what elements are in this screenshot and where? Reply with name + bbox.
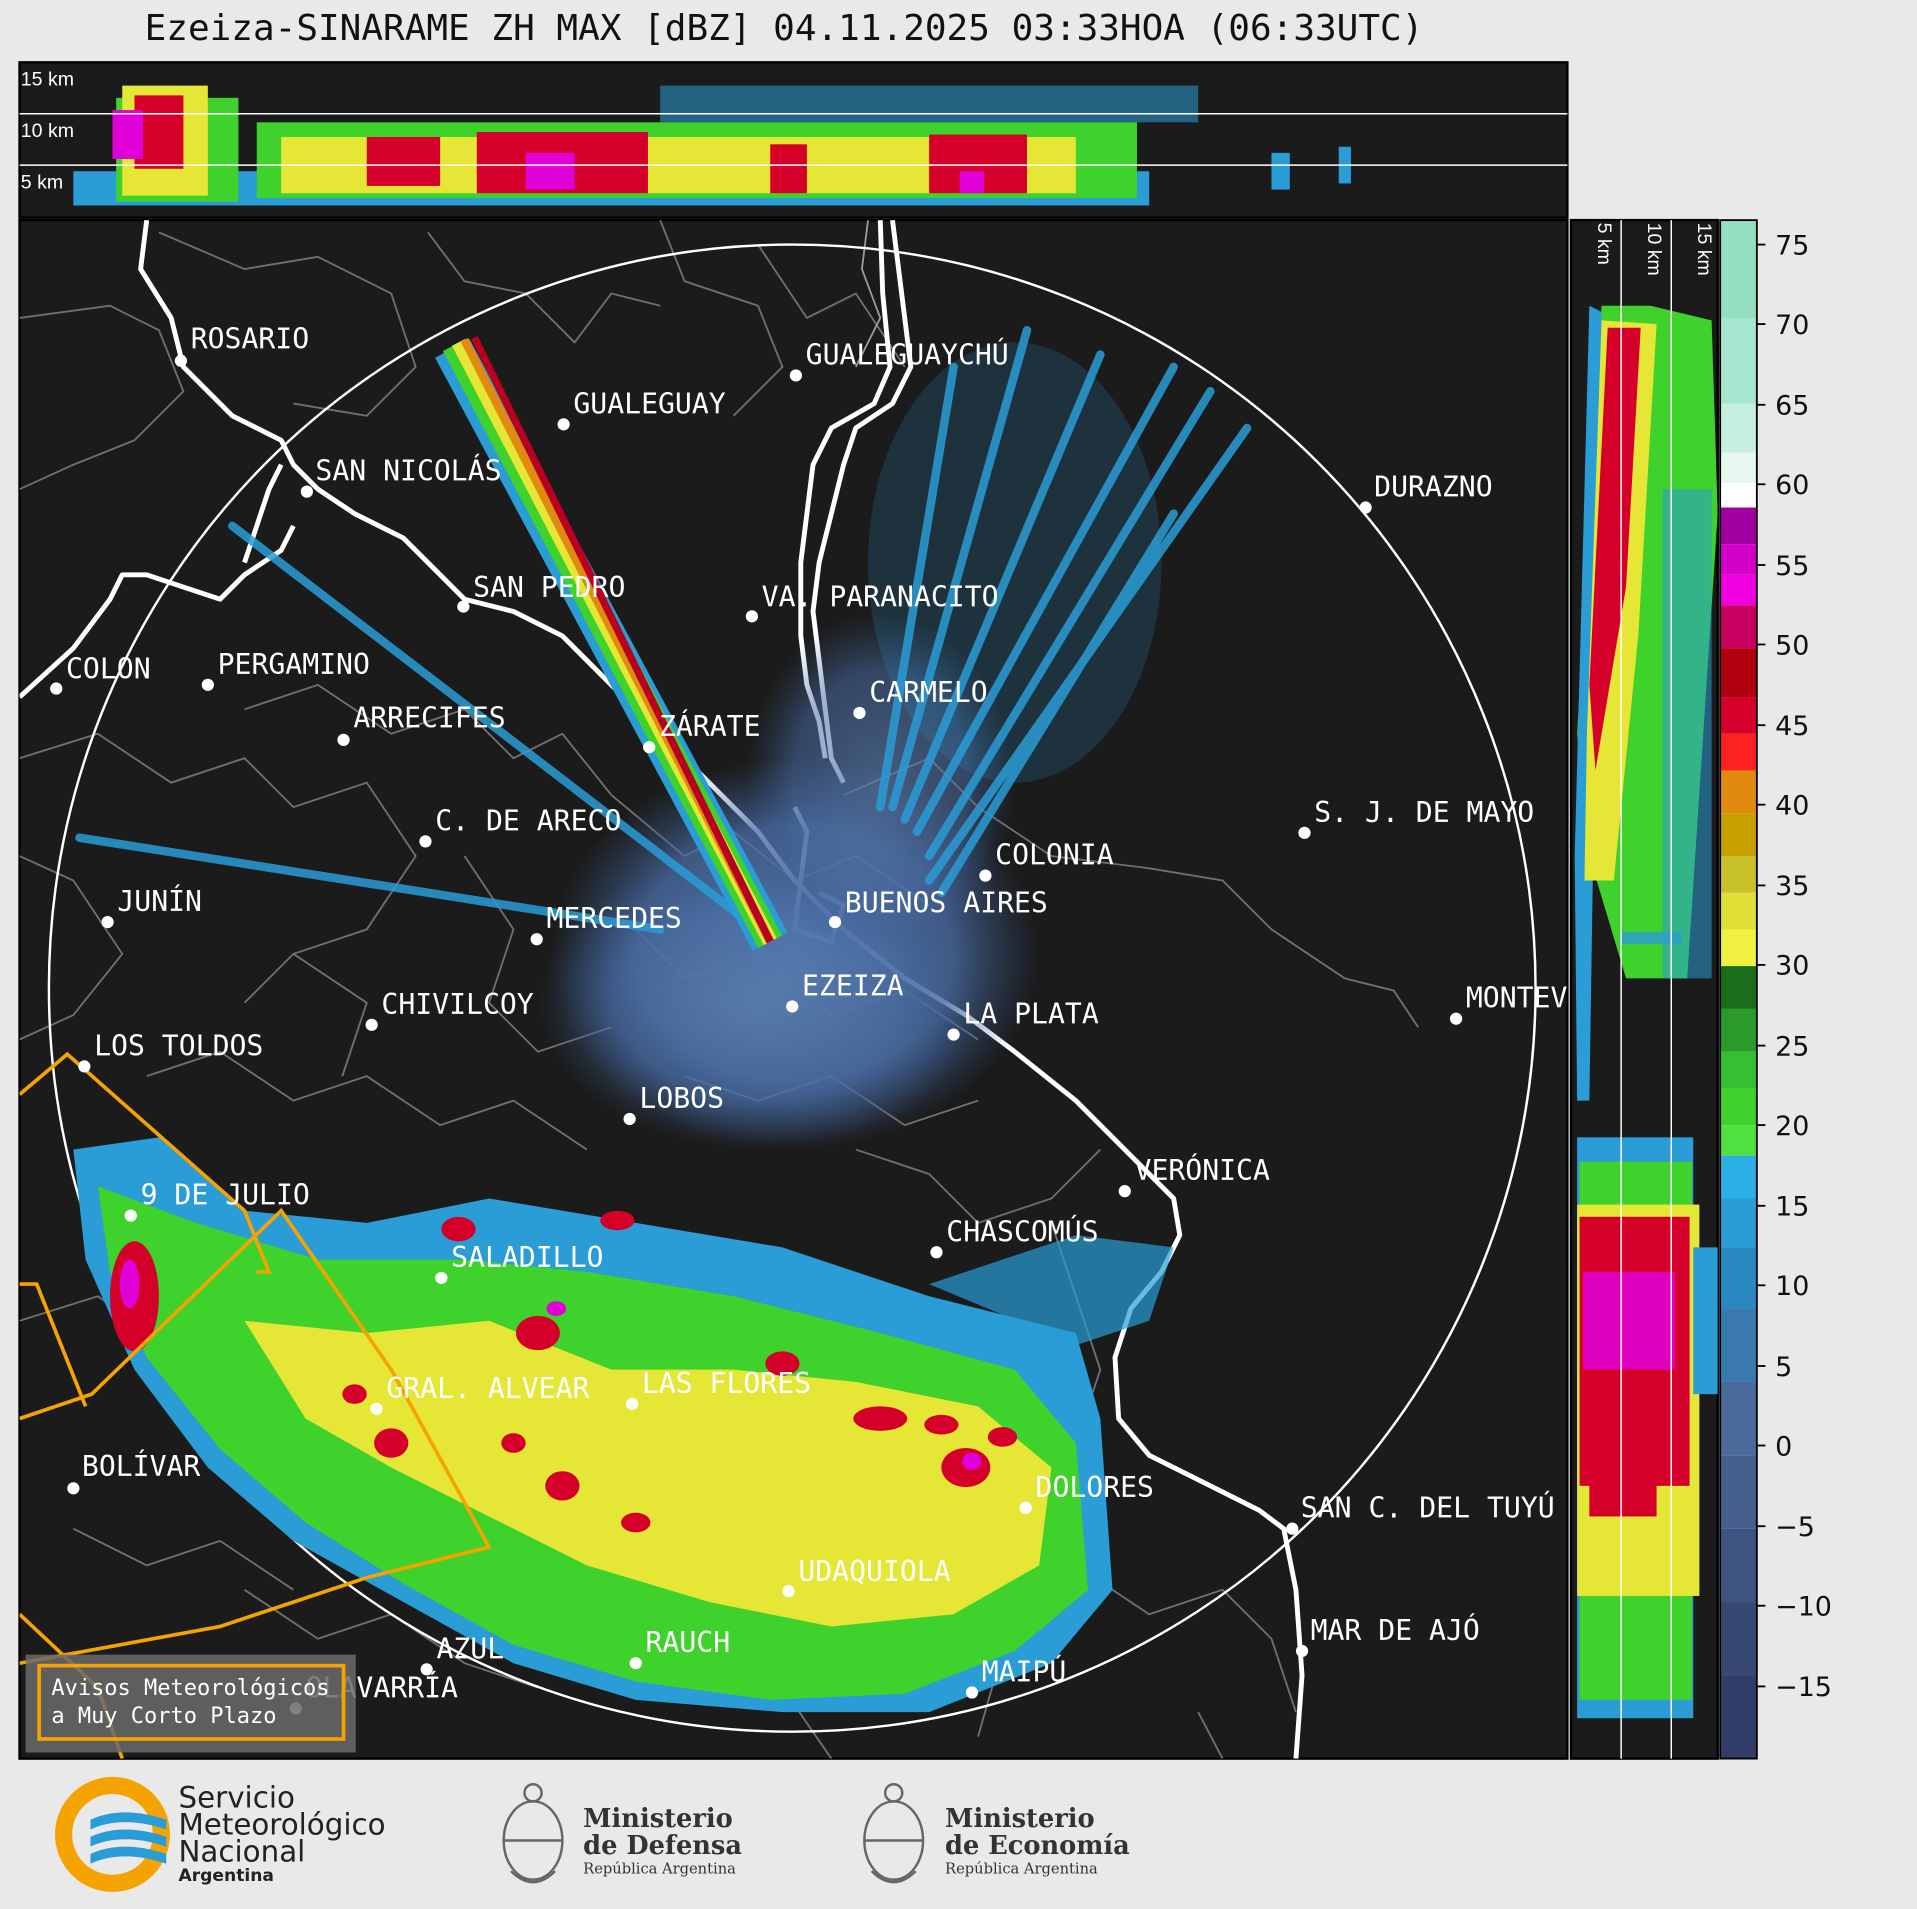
radar-map: [18, 218, 1569, 1760]
avisos-legend-line1: Avisos Meteorológicos: [51, 1676, 329, 1701]
city-label-gualeguaychu: GUALEGUAYCHÚ: [806, 337, 1009, 371]
economia-line1: Ministerio: [945, 1804, 1095, 1834]
smn-line4: Argentina: [178, 1866, 273, 1886]
city-label-chascomus: CHASCOMÚS: [946, 1214, 1098, 1248]
side-height-label-10: 10 km: [1643, 223, 1665, 276]
colorbar-tick-70: 70: [1775, 310, 1809, 341]
city-label-va-paranacito: VA. PARANACITO: [762, 581, 999, 614]
colorbar: [1719, 219, 1758, 1760]
city-label-durazno: DURAZNO: [1374, 471, 1492, 504]
city-label-colon: COLON: [66, 653, 151, 686]
colorbar-tick-minus15: −15: [1775, 1672, 1832, 1703]
defensa-logo: Ministerio de Defensa República Argentin…: [502, 1783, 742, 1884]
economia-line3: República Argentina: [945, 1861, 1098, 1878]
city-label-gral-alvear: GRAL. ALVEAR: [386, 1372, 589, 1405]
defensa-line3: República Argentina: [583, 1861, 736, 1878]
city-label-zarate: ZÁRATE: [659, 709, 761, 743]
colorbar-tick-75: 75: [1775, 230, 1809, 261]
colorbar-tick-35: 35: [1775, 871, 1809, 902]
colorbar-tick-30: 30: [1775, 951, 1809, 982]
city-label-pergamino: PERGAMINO: [218, 648, 370, 681]
colorbar-tick-15: 15: [1775, 1192, 1809, 1223]
defensa-line2: de Defensa: [583, 1831, 742, 1861]
economia-line2: de Economía: [945, 1831, 1130, 1861]
side-cross-section: [1569, 218, 1719, 1760]
smn-line1: Servicio: [178, 1780, 294, 1814]
side-height-label-15: 15 km: [1693, 223, 1715, 276]
city-label-rosario: ROSARIO: [191, 323, 309, 356]
city-label-lobos: LOBOS: [639, 1082, 724, 1115]
city-label-buenos-aires: BUENOS AIRES: [845, 886, 1048, 919]
city-label-los-toldos: LOS TOLDOS: [94, 1029, 263, 1062]
city-label-arrecifes: ARRECIFES: [353, 702, 505, 735]
city-label-la-plata: LA PLATA: [963, 998, 1098, 1031]
city-label-azul: AZUL: [436, 1632, 504, 1665]
top-height-label-5: 5 km: [21, 171, 63, 193]
city-label-dolores: DOLORES: [1036, 1471, 1154, 1504]
smn-line3: Nacional: [178, 1834, 305, 1868]
defensa-line1: Ministerio: [583, 1804, 733, 1834]
city-label-mar-de-ajo: MAR DE AJÓ: [1311, 1613, 1480, 1647]
city-label-maipu: MAIPÚ: [982, 1655, 1067, 1689]
city-label-las-flores: LAS FLORES: [642, 1367, 811, 1400]
colorbar-tick-minus5: −5: [1775, 1512, 1815, 1543]
city-label-gualeguay: GUALEGUAY: [573, 387, 725, 420]
range-ring: [47, 243, 1537, 1733]
city-label-udaquiola: UDAQUIOLA: [798, 1555, 950, 1588]
city-label-chivilcoy: CHIVILCOY: [381, 988, 533, 1021]
city-label-san-nicolas: SAN NICOLÁS: [315, 454, 501, 488]
avisos-legend: Avisos Meteorológicos a Muy Corto Plazo: [25, 1654, 356, 1753]
smn-line2: Meteorológico: [178, 1807, 385, 1841]
top-height-label-15: 15 km: [21, 69, 74, 91]
argentina-coat-of-arms-icon: [863, 1783, 925, 1884]
city-label-c-de-areco: C. DE ARECO: [435, 804, 621, 837]
side-height-label-5: 5 km: [1593, 223, 1615, 265]
city-label-carmelo: CARMELO: [869, 676, 987, 709]
economia-logo: Ministerio de Economía República Argenti…: [863, 1783, 1130, 1884]
city-label-san-c-del-tuyu: SAN C. DEL TUYÚ: [1301, 1491, 1555, 1525]
chart-title: Ezeiza-SINARAME ZH MAX [dBZ] 04.11.2025 …: [144, 8, 1424, 49]
smn-logo: Servicio Meteorológico Nacional Argentin…: [55, 1776, 386, 1892]
city-label-9-de-julio: 9 DE JULIO: [141, 1179, 310, 1212]
colorbar-tick-20: 20: [1775, 1111, 1809, 1142]
top-cross-section: [18, 61, 1569, 219]
city-label-veronica: VERÓNICA: [1135, 1153, 1270, 1187]
city-label-saladillo: SALADILLO: [451, 1241, 603, 1274]
colorbar-tick-40: 40: [1775, 790, 1809, 821]
avisos-legend-line2: a Muy Corto Plazo: [51, 1704, 276, 1729]
city-labels: ROSARIO GUALEGUAYCHÚ GUALEGUAY SAN NICOL…: [66, 323, 1567, 1705]
city-label-ezeiza: EZEIZA: [802, 969, 904, 1002]
colorbar-tick-50: 50: [1775, 630, 1809, 661]
city-label-san-pedro: SAN PEDRO: [473, 571, 625, 604]
colorbar-ticks: [1756, 243, 1766, 1688]
city-label-bolivar: BOLÍVAR: [82, 1449, 201, 1483]
colorbar-tick-5: 5: [1775, 1352, 1792, 1383]
colorbar-tick-10: 10: [1775, 1271, 1809, 1302]
city-label-mercedes: MERCEDES: [546, 902, 681, 935]
city-label-colonia: COLONIA: [995, 839, 1114, 872]
city-label-junin: JUNÍN: [117, 884, 202, 918]
colorbar-tick-0: 0: [1775, 1431, 1792, 1462]
colorbar-tick-45: 45: [1775, 711, 1809, 742]
colorbar-tick-minus10: −10: [1775, 1591, 1832, 1622]
argentina-coat-of-arms-icon: [502, 1783, 564, 1884]
colorbar-tick-65: 65: [1775, 391, 1809, 422]
colorbar-tick-60: 60: [1775, 470, 1809, 501]
colorbar-tick-25: 25: [1775, 1031, 1809, 1062]
precip-band: [73, 1137, 1174, 1713]
city-label-montev: MONTEV: [1466, 982, 1568, 1015]
city-label-rauch: RAUCH: [646, 1626, 731, 1659]
colorbar-tick-55: 55: [1775, 551, 1809, 582]
city-label-sj-de-mayo: S. J. DE MAYO: [1314, 796, 1534, 829]
smn-logo-mark: [55, 1776, 170, 1892]
city-markers: [50, 354, 1463, 1715]
top-height-label-10: 10 km: [21, 120, 74, 142]
colorbar-tick-labels: 75 70 65 60 55 50 45 40 35 30 25 20 15 1…: [1775, 230, 1832, 1703]
